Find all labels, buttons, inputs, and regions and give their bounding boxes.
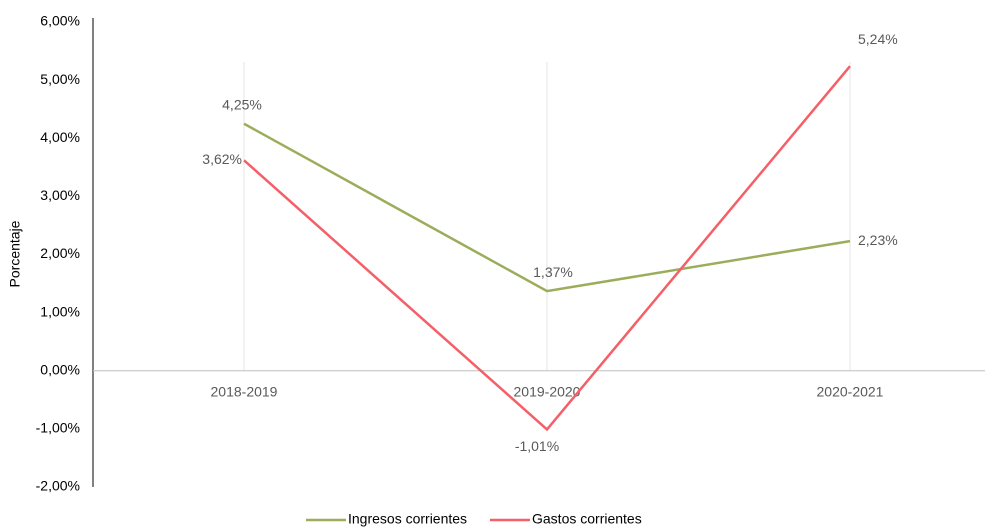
y-tick-label: 6,00% (40, 13, 80, 29)
x-tick-label: 2019-2020 (514, 383, 581, 399)
line-series (243, 122, 851, 293)
y-tick-label: -2,00% (36, 478, 80, 494)
legend-label: Gastos corrientes (532, 511, 642, 527)
y-tick-label: 0,00% (40, 361, 80, 377)
y-tick-label: 5,00% (40, 71, 80, 87)
y-tick-label: -1,00% (36, 420, 80, 436)
y-tick-label: 3,00% (40, 187, 80, 203)
data-label: 2,23% (858, 232, 898, 248)
y-tick-label: 1,00% (40, 303, 80, 319)
data-label: 3,62% (202, 151, 242, 167)
data-label: 1,37% (533, 264, 573, 280)
line-series (243, 65, 851, 432)
y-tick-label: 2,00% (40, 245, 80, 261)
legend-label: Ingresos corrientes (348, 511, 467, 527)
y-axis-title: Porcentaje (7, 220, 23, 287)
data-label: 4,25% (222, 96, 262, 112)
data-label: 5,24% (858, 31, 898, 47)
data-label: -1,01% (515, 438, 559, 454)
x-tick-label: 2020-2021 (817, 383, 884, 399)
y-tick-label: 4,00% (40, 129, 80, 145)
x-tick-label: 2018-2019 (211, 383, 278, 399)
